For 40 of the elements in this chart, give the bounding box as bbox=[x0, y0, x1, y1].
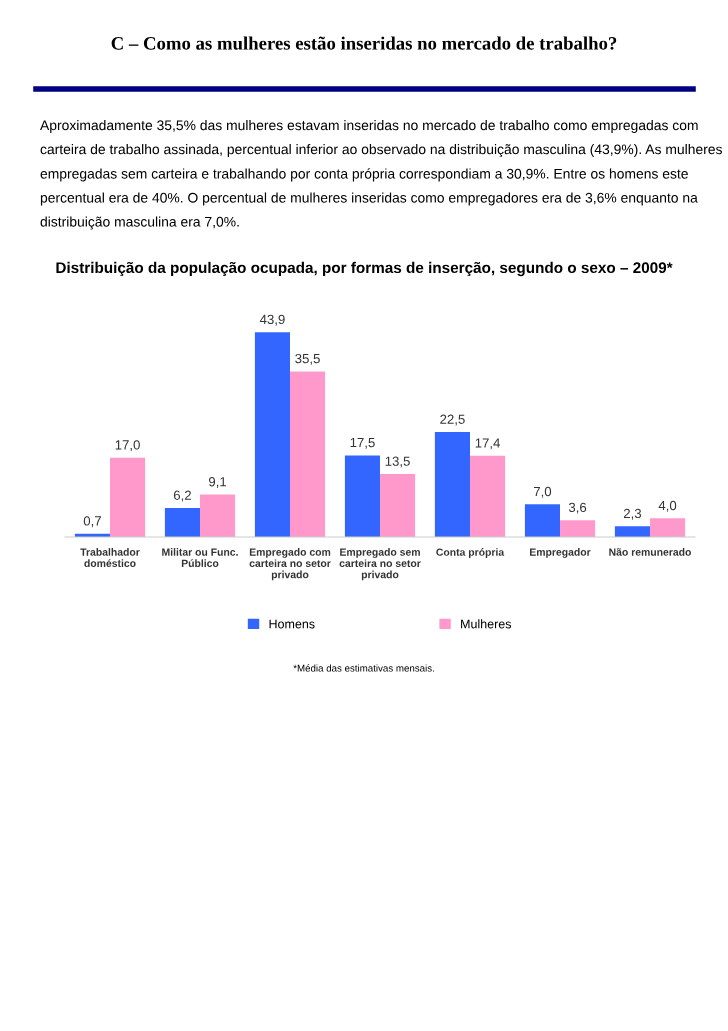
data-label: 17,4 bbox=[475, 438, 501, 450]
bar bbox=[560, 520, 596, 537]
data-label: 3,6 bbox=[568, 502, 587, 514]
x-tick-label: Militar ou Func. Público bbox=[162, 548, 238, 567]
x-tick-label: Empregador bbox=[530, 548, 591, 558]
bar bbox=[380, 474, 416, 537]
bar bbox=[254, 332, 290, 537]
bar bbox=[434, 432, 470, 537]
text: C – Como as mulheres estão inseridas no mercado de trabalho? bbox=[111, 36, 617, 50]
data-label: 4,0 bbox=[658, 500, 677, 512]
data-label: 22,5 bbox=[440, 414, 465, 426]
chart-title: Distribuição da população ocupada, por formas de inserção, segundo o sexo – 2009* bbox=[56, 261, 673, 277]
data-label: 17,5 bbox=[350, 438, 375, 449]
data-label: 6,2 bbox=[173, 490, 191, 502]
bar bbox=[470, 455, 506, 537]
bar bbox=[200, 494, 236, 537]
text: *Média das estimativas mensais. bbox=[293, 664, 434, 672]
text: Aproximadamente 35,5% das mulheres estavam inseridas no mercado de trabalho como empregadas com carteira de trabalho assinada, percentual inferior ao observado na distribuição masculina (43,9%). As mulheres empregadas sem carteira e trabalhando por conta própria correspondiam a 30,9%. Entre os homens este percentual era de 40%. O percentual de mulheres inseridas como empregadores era de 3,6% enquanto na distribuição masculina era 7,0%. bbox=[40, 120, 722, 230]
bar bbox=[524, 504, 560, 537]
data-label: 43,9 bbox=[259, 314, 285, 326]
data-label: 0,7 bbox=[83, 516, 101, 528]
data-label: 35,5 bbox=[295, 353, 320, 365]
x-tick-label: Empregado sem carteira no setor privado bbox=[339, 548, 421, 581]
bar bbox=[650, 518, 686, 537]
data-label: 2,3 bbox=[623, 508, 642, 520]
x-tick-label: Trabalhador doméstico bbox=[80, 548, 140, 567]
bar bbox=[110, 457, 146, 537]
bar bbox=[164, 508, 200, 537]
bar bbox=[344, 455, 380, 537]
data-label: 9,1 bbox=[209, 477, 227, 488]
data-label: 7,0 bbox=[533, 486, 552, 498]
x-tick-label: Não remunerado bbox=[609, 548, 691, 556]
x-tick-label: Conta própria bbox=[436, 548, 505, 558]
legend-label: Homens bbox=[269, 619, 315, 629]
data-label: 17,0 bbox=[115, 440, 140, 452]
bar bbox=[290, 371, 326, 537]
legend-label: Mulheres bbox=[461, 619, 512, 629]
bar bbox=[614, 526, 650, 537]
x-tick-label: Empregado com carteira no setor privado bbox=[249, 548, 331, 581]
data-label: 13,5 bbox=[385, 456, 410, 468]
